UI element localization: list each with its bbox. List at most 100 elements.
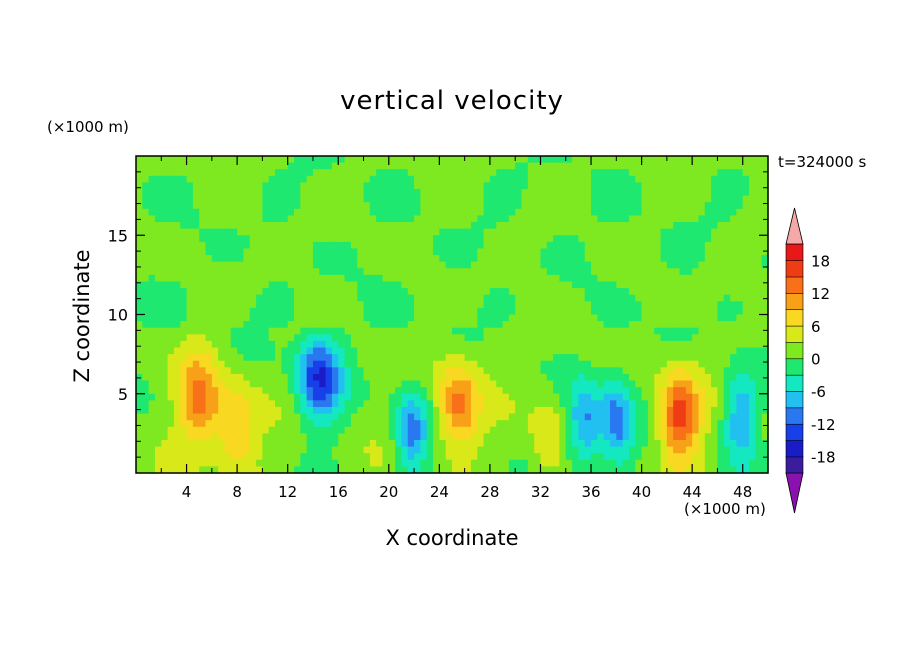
field-cell [622, 228, 630, 236]
field-cell [521, 156, 529, 164]
field-cell [553, 400, 561, 408]
field-cell [186, 340, 194, 349]
field-cell [142, 274, 150, 283]
field-cell [534, 400, 542, 408]
field-cell [534, 268, 542, 276]
field-cell [515, 202, 523, 210]
field-cell [508, 301, 516, 309]
field-cell [306, 466, 314, 474]
field-cell [382, 426, 390, 434]
field-cell [142, 413, 150, 421]
field-cell [237, 202, 245, 210]
field-cell [717, 426, 725, 434]
field-cell [167, 294, 175, 302]
field-cell [628, 235, 636, 243]
field-cell [275, 215, 282, 223]
field-cell [654, 268, 662, 276]
field-cell [433, 420, 440, 428]
field-cell [597, 413, 605, 421]
field-cell [256, 162, 263, 170]
field-cell [628, 340, 636, 349]
field-cell [477, 274, 485, 283]
field-cell [711, 162, 719, 170]
field-cell [578, 169, 586, 177]
field-cell [679, 228, 687, 236]
field-cell [717, 255, 725, 263]
field-cell [508, 453, 516, 461]
field-cell [414, 169, 421, 177]
field-cell [350, 241, 358, 250]
field-cell [565, 202, 573, 210]
field-cell [660, 354, 668, 362]
field-cell [256, 195, 263, 203]
field-cell [205, 387, 213, 395]
field-cell [243, 354, 251, 362]
field-cell [312, 208, 320, 217]
field-cell [742, 255, 750, 263]
field-cell [603, 195, 611, 203]
field-cell [167, 288, 175, 296]
field-cell [350, 367, 358, 375]
field-cell [666, 413, 674, 421]
field-cell [654, 156, 662, 164]
field-cell [281, 387, 289, 395]
field-cell [211, 274, 219, 283]
field-cell [173, 261, 181, 269]
field-cell [205, 406, 213, 415]
field-cell [572, 380, 579, 388]
field-cell [325, 340, 333, 349]
field-cell [407, 354, 415, 362]
field-cell [224, 228, 232, 236]
field-cell [376, 307, 384, 316]
field-cell [331, 340, 339, 349]
field-cell [357, 281, 365, 289]
field-cell [635, 162, 643, 170]
field-cell [730, 373, 737, 382]
field-cell [350, 175, 358, 184]
field-cell [275, 235, 282, 243]
field-cell [401, 169, 409, 177]
field-cell [275, 195, 282, 203]
field-cell [369, 466, 377, 474]
field-cell [521, 248, 529, 256]
field-cell [173, 288, 181, 296]
field-cell [496, 241, 504, 250]
field-cell [294, 268, 301, 276]
field-cell [369, 400, 377, 408]
field-cell [180, 321, 188, 329]
field-cell [483, 195, 491, 203]
field-cell [369, 453, 377, 461]
field-cell [268, 189, 276, 197]
field-cell [167, 340, 175, 349]
field-cell [761, 393, 769, 401]
field-cell [401, 307, 409, 316]
field-cell [388, 373, 396, 382]
field-cell [287, 288, 295, 296]
field-cell [470, 340, 478, 349]
field-cell [527, 426, 535, 434]
field-cell [711, 208, 719, 217]
field-cell [470, 420, 478, 428]
field-cell [546, 367, 554, 375]
field-cell [628, 459, 636, 467]
field-cell [199, 169, 207, 177]
field-cell [565, 433, 573, 441]
field-cell [344, 393, 352, 401]
field-cell [679, 413, 687, 421]
field-cell [136, 347, 143, 355]
field-cell [186, 228, 194, 236]
field-cell [445, 156, 453, 164]
field-cell [635, 387, 643, 395]
field-cell [268, 215, 276, 223]
field-cell [445, 182, 453, 190]
field-cell [704, 347, 712, 355]
field-cell [470, 354, 478, 362]
field-cell [445, 439, 453, 448]
field-cell [420, 235, 428, 243]
field-cell [294, 307, 301, 316]
field-cell [300, 420, 308, 428]
field-cell [426, 426, 434, 434]
field-cell [635, 215, 643, 223]
field-cell [312, 215, 320, 223]
field-cell [338, 195, 346, 203]
